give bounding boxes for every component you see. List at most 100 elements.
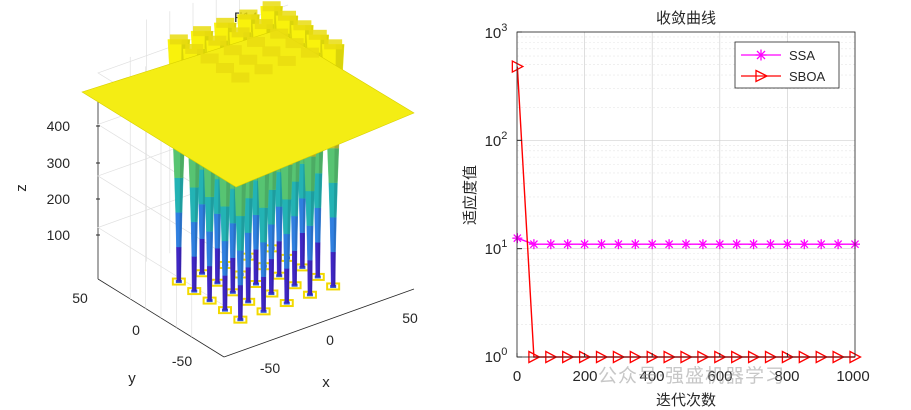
convergence-ticks	[516, 31, 856, 358]
y-axis: 50 0 -50 y	[72, 290, 192, 387]
well-band-shade	[233, 223, 237, 258]
well-band-shade	[287, 268, 290, 304]
well-band-shade	[311, 156, 316, 191]
plot-frame	[516, 31, 856, 358]
plateau-dimple	[270, 28, 289, 39]
well-band-shade	[256, 214, 260, 250]
z-tick-label: 300	[47, 155, 71, 171]
well-band-shade	[271, 258, 274, 294]
surface-plateau	[81, 29, 415, 188]
plateau-dimple	[185, 43, 204, 54]
y-tick-label: 0	[132, 322, 140, 338]
well-band-shade	[287, 233, 290, 269]
data-point-ssa	[613, 239, 624, 250]
plateau-dimple	[262, 46, 281, 57]
well-band-shade	[179, 177, 184, 213]
legend-marker-sboa	[755, 69, 769, 83]
plateau-dimple	[308, 29, 327, 40]
data-point-ssa	[714, 239, 725, 250]
well-band-shade	[279, 241, 282, 276]
z-tick-label: 200	[47, 191, 71, 207]
well-band-shade	[271, 224, 275, 259]
well-band-shade	[310, 225, 314, 261]
data-point-sboa	[511, 59, 525, 74]
well-band-shade	[264, 242, 267, 277]
well-band-shade	[179, 212, 183, 247]
x-tick-label: 800	[774, 368, 799, 385]
well-band-shade	[287, 164, 293, 200]
data-point-ssa	[630, 239, 641, 250]
y-axis-label: y	[128, 370, 136, 387]
data-point-ssa	[731, 239, 742, 250]
data-point-ssa	[579, 239, 590, 250]
data-point-ssa	[545, 239, 556, 250]
plateau-dimple	[324, 39, 343, 50]
legend-label-sboa: SBOA	[789, 69, 825, 84]
well-band-shade	[210, 196, 214, 232]
z-tick-label: 100	[47, 227, 71, 243]
well-band-shade	[202, 238, 205, 274]
well-band-shade	[233, 257, 236, 293]
data-point-ssa	[681, 239, 691, 250]
plateau-dimple	[285, 38, 304, 49]
well-band-shade	[195, 187, 199, 222]
x-axis: -50 0 50 x	[260, 310, 418, 391]
legend: SSA SBOA	[734, 41, 840, 89]
y-tick-label-1: 100	[485, 346, 508, 366]
data-point-ssa	[765, 239, 776, 250]
legend-item-sboa: SBOA	[741, 69, 825, 84]
y-tick-label: 50	[72, 290, 88, 306]
data-point-ssa	[562, 239, 573, 250]
plateau-dimple	[262, 1, 281, 12]
plateau-dimple	[169, 34, 188, 45]
well-band-shade	[318, 173, 323, 208]
well-band-shade	[264, 207, 268, 243]
legend-box	[734, 41, 840, 89]
x-tick-label: 0	[326, 332, 334, 348]
plateau-dimple	[239, 9, 258, 20]
data-point-ssa	[748, 239, 759, 250]
well-band-shade	[264, 276, 266, 312]
well-band-shade	[264, 172, 270, 208]
well-band-shade	[310, 260, 313, 295]
y-tick-label: -50	[172, 353, 192, 369]
x-tick-labels: 0 200 400 600 800 1000	[513, 368, 870, 385]
legend-marker-ssa	[755, 49, 767, 61]
well-band-shade	[210, 266, 213, 301]
well-band-shade	[287, 199, 292, 234]
plateau-dimple	[239, 54, 258, 65]
well-band-shade	[241, 215, 245, 251]
z-axis-label: z	[13, 184, 30, 192]
well-band-shade	[333, 251, 336, 287]
well-band-shade	[194, 256, 197, 292]
well-band-shade	[333, 182, 338, 218]
well-band-shade	[302, 232, 305, 268]
y-tick-label-10: 101	[485, 238, 508, 258]
plateau-dimple	[247, 36, 265, 47]
well-band-shade	[272, 189, 276, 225]
x-tick-label: 400	[639, 368, 664, 385]
well-band-shade	[241, 181, 247, 216]
plateau-dimple	[200, 53, 219, 64]
surface-plot-f14: F14 400 300 200 100 z 50 0	[13, 0, 418, 391]
data-point-ssa	[816, 239, 827, 250]
plateau-dimple	[278, 10, 297, 21]
well-band-shade	[318, 242, 321, 277]
well-band-shade	[248, 232, 252, 268]
data-point-ssa	[782, 239, 793, 250]
well-band-shade	[295, 250, 297, 286]
well-band-shade	[217, 248, 220, 283]
well-band-shade	[225, 275, 228, 311]
data-point-ssa	[647, 239, 658, 250]
plateau-dimple	[300, 47, 319, 58]
well-band-shade	[310, 190, 315, 226]
well-band-shade	[240, 285, 243, 320]
legend-label-ssa: SSA	[789, 48, 815, 63]
plateau-dimple	[293, 20, 312, 31]
well-band-shade	[334, 148, 339, 183]
plateau-dimple	[231, 72, 250, 83]
well-band-shade	[179, 246, 182, 282]
x-axis-label: x	[322, 374, 330, 391]
well-band-shade	[202, 204, 206, 239]
watermark-text: 公众号·强盛机器学习	[598, 365, 786, 387]
